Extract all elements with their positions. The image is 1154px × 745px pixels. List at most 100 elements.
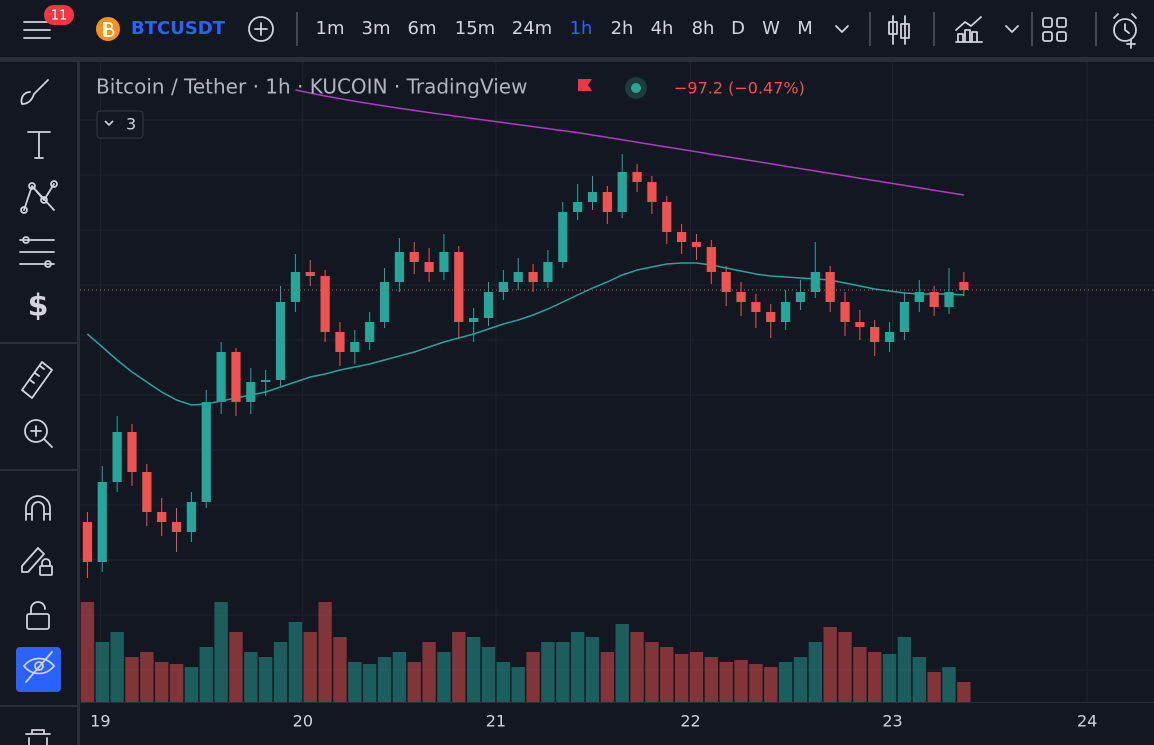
candle-body [171,522,182,532]
candle-body [365,322,375,342]
time-label: 22 [680,712,700,731]
volume-bar [333,637,347,702]
zoom-tool[interactable] [24,419,53,448]
candle-body [677,232,687,242]
volume-bar [169,664,184,702]
time-label: 20 [293,712,313,731]
prediction-tool[interactable]: $ [28,289,49,324]
brush-tool[interactable] [20,79,49,105]
volume-bar [407,662,421,702]
candle-body [483,292,494,318]
volume-bar [155,662,169,702]
lock-tool[interactable] [26,601,50,630]
interval-button[interactable]: 15m [455,18,495,39]
interval-dropdown[interactable] [835,25,849,33]
candle-body [201,402,211,502]
interval-button[interactable]: D [731,18,745,39]
interval-button[interactable]: 8h [692,18,715,39]
menu-button[interactable] [23,21,51,39]
volume-bar [630,632,644,702]
chart-style-button[interactable] [888,15,910,45]
candle-body [127,432,137,472]
volume-bar [556,642,570,702]
interval-button[interactable]: 3m [362,18,391,39]
candle-body [662,202,672,232]
volume-bar [838,632,852,702]
divider [933,12,935,46]
volume-bar [570,632,585,702]
candle-body [186,502,197,532]
candle-body [795,292,806,302]
candle-body [929,292,939,307]
volume-bar [600,652,615,702]
candle-body [97,482,107,562]
candle-body [320,276,330,332]
divider [1031,12,1033,46]
alert-button[interactable] [1113,13,1137,49]
delete-tool[interactable] [25,729,51,745]
volume-bar [526,652,540,702]
time-label: 19 [90,712,110,731]
text-tool[interactable] [27,131,51,159]
candle-body [721,272,731,292]
candle-body [112,432,122,482]
pattern-tool[interactable] [20,180,58,214]
volume-bar [734,660,748,702]
candle-body [632,172,642,182]
candle-body [691,242,702,247]
add-symbol-button[interactable] [248,16,274,42]
interval-button[interactable]: 1m [316,18,345,39]
volume-bar [660,647,674,702]
lock-drawing-tool[interactable] [21,547,53,576]
candle-body [587,192,598,202]
notification-count: 11 [51,9,68,24]
indicators-dropdown[interactable] [1005,25,1019,33]
volume-bar [392,652,407,702]
volume-bar [927,672,941,702]
volume-bar [214,602,228,702]
top-divider [0,57,1154,62]
interval-button[interactable]: W [762,18,780,39]
candle-body [706,247,716,272]
indicators-button[interactable] [955,16,983,43]
volume-bar [496,662,511,702]
interval-button[interactable]: M [797,18,813,39]
candle-body [736,292,746,302]
interval-button[interactable]: 2h [611,18,634,39]
candle-body [290,272,300,302]
volume-bar [897,637,912,702]
candle-body [454,252,464,322]
candle-body [335,332,345,352]
hide-icon [23,651,55,683]
volume-bar [957,682,971,702]
interval-button[interactable]: 1h [570,18,593,39]
candle-body [751,302,761,312]
magnet-tool[interactable] [25,495,51,521]
candle-body [558,212,568,262]
interval-button[interactable]: 6m [408,18,437,39]
interval-button[interactable]: 4h [651,18,674,39]
candle-body [424,262,434,272]
indicators-toggle[interactable] [96,110,144,139]
flag-icon[interactable] [578,79,592,91]
volume-bar [912,657,926,702]
candle-body [498,282,508,292]
fib-tool[interactable] [19,236,55,268]
volume-bar [184,667,199,702]
symbol[interactable]: BTCUSDT [131,18,226,39]
interval-button[interactable]: 24m [512,18,552,39]
time-axis-border [80,702,1154,703]
candle-body [870,327,880,342]
ruler-tool[interactable] [21,361,53,399]
candle-body [142,472,152,512]
price-change: −97.2 (−0.47%) [674,79,805,98]
volume-bar [95,642,109,702]
volume-bar [452,632,466,702]
volume-bar [719,662,733,702]
candle-body [840,302,850,322]
chevron [104,120,114,127]
candle-body [246,382,256,402]
volume-bar [244,652,258,702]
candle-body [884,332,895,342]
layout-button[interactable] [1042,17,1067,42]
